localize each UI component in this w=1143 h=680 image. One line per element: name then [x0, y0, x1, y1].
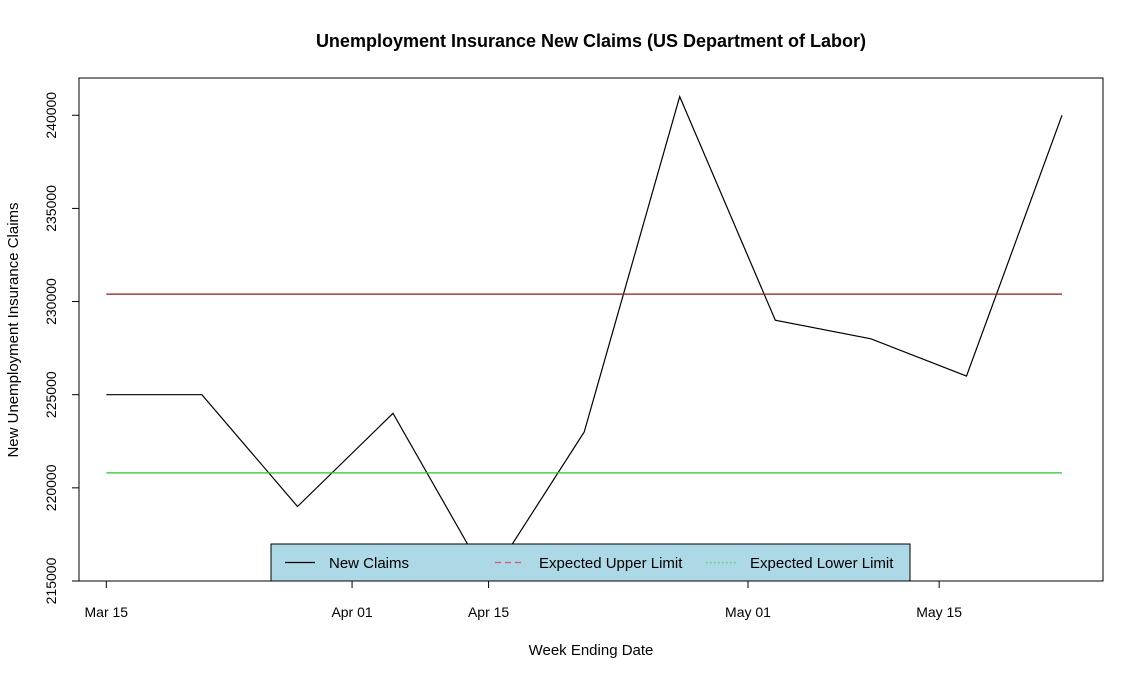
y-tick-label: 225000 [43, 371, 59, 418]
y-tick-label: 235000 [43, 185, 59, 232]
legend-label: New Claims [329, 555, 409, 572]
legend-label: Expected Lower Limit [750, 555, 894, 572]
y-axis-label: New Unemployment Insurance Claims [5, 202, 22, 457]
y-tick-label: 220000 [43, 464, 59, 511]
legend-box [270, 543, 911, 582]
legend: New Claims Expected Upper Limit Expected L… [270, 543, 911, 582]
x-tick-label: Apr 15 [468, 604, 509, 620]
y-axis: 215000 220000 225000 230000 235000 240000 [43, 92, 80, 604]
y-tick-label: 215000 [43, 557, 59, 604]
x-axis: Mar 15 Apr 01 Apr 15 May 01 May 15 [85, 580, 962, 620]
series-layer [106, 94, 1063, 583]
legend-label: Expected Upper Limit [539, 555, 683, 572]
x-tick-label: May 01 [725, 604, 771, 620]
x-tick-label: Mar 15 [85, 604, 129, 620]
series-line-new-claims [106, 94, 1063, 583]
x-axis-label: Week Ending Date [529, 642, 654, 659]
x-tick-label: Apr 01 [331, 604, 372, 620]
x-tick-label: May 15 [916, 604, 962, 620]
y-tick-label: 230000 [43, 278, 59, 325]
chart-title: Unemployment Insurance New Claims (US De… [316, 31, 866, 51]
y-tick-label: 240000 [43, 92, 59, 139]
plot-frame [78, 77, 1104, 582]
